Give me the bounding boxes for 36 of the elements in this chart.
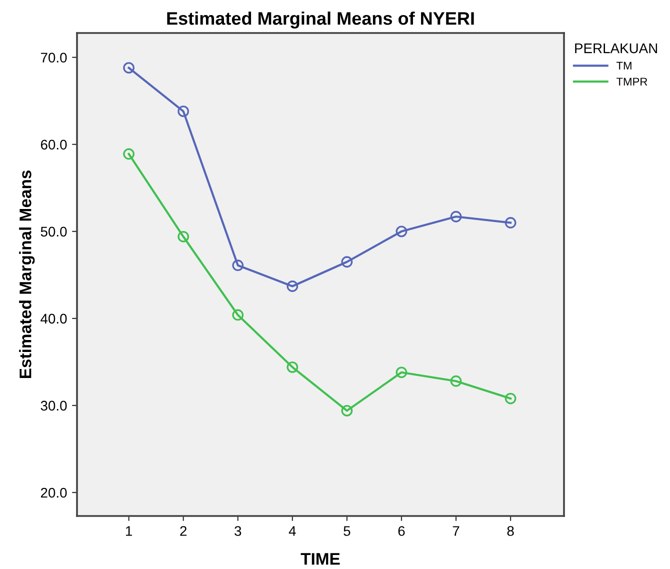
point <box>123 148 135 160</box>
x-tick-label: 6 <box>398 526 405 536</box>
point <box>232 260 244 272</box>
legend-title: PERLAKUAN <box>575 44 657 54</box>
point <box>178 106 190 118</box>
point <box>341 405 353 416</box>
y-axis-title: Estimated Marginal Means <box>19 170 35 378</box>
legend-label: TM <box>616 62 632 70</box>
y-tick-label: 30.0 <box>40 400 67 411</box>
y-tick-label: 70.0 <box>40 52 67 63</box>
y-tick-label: 40.0 <box>40 314 67 324</box>
x-tick-label: 7 <box>452 526 460 536</box>
point <box>450 375 462 387</box>
point <box>504 392 516 404</box>
point <box>450 210 462 222</box>
y-tick-label: 60.0 <box>40 140 67 150</box>
x-axis-title: TIME <box>300 553 340 565</box>
y-tick-label: 20.0 <box>40 488 67 498</box>
point <box>123 62 135 74</box>
point <box>504 217 516 228</box>
point <box>286 361 298 373</box>
x-tick-label: 4 <box>288 526 296 536</box>
point <box>396 366 408 378</box>
x-tick-label: 2 <box>180 526 187 536</box>
x-tick-label: 3 <box>234 526 242 536</box>
chart-title: Estimated Marginal Means of NYERI <box>167 12 474 28</box>
point <box>232 309 244 321</box>
point <box>341 256 353 268</box>
y-tick-label: 50.0 <box>40 226 67 237</box>
point <box>286 280 298 292</box>
x-tick-label: 1 <box>126 526 132 536</box>
x-tick-label: 8 <box>507 526 514 536</box>
legend-label: TMPR <box>616 78 648 86</box>
point <box>178 230 190 242</box>
point <box>396 226 408 238</box>
x-tick-label: 5 <box>344 526 350 536</box>
